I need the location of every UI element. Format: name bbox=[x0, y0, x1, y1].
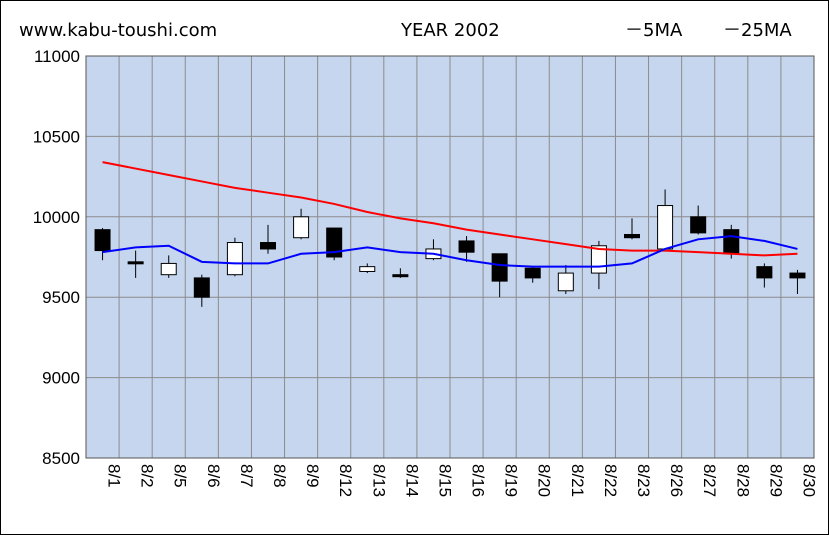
y-axis-ticks: 8500 9000 9500 10000 10500 11000 bbox=[33, 47, 80, 468]
candle-body-down bbox=[326, 227, 343, 258]
x-tick-label: 8/16 bbox=[469, 464, 488, 497]
y-tick-label: 9500 bbox=[42, 288, 80, 307]
candle-body-down bbox=[524, 267, 541, 279]
candle-body-down bbox=[690, 216, 707, 234]
x-tick-label: 8/19 bbox=[502, 464, 521, 497]
candle-body-down bbox=[94, 229, 111, 252]
x-tick-label: 8/1 bbox=[105, 464, 124, 488]
x-tick-label: 8/7 bbox=[237, 464, 256, 488]
candle-body-up bbox=[359, 266, 376, 272]
x-tick-label: 8/9 bbox=[303, 464, 322, 488]
x-tick-label: 8/23 bbox=[634, 464, 653, 497]
y-tick-label: 10000 bbox=[33, 208, 80, 227]
x-tick-label: 8/21 bbox=[568, 464, 587, 497]
x-tick-label: 8/12 bbox=[336, 464, 355, 497]
candle-body-down bbox=[392, 274, 409, 278]
candle-body-down bbox=[260, 242, 276, 250]
candle-body-down bbox=[458, 240, 475, 253]
candle-body-down bbox=[723, 229, 740, 255]
y-tick-label: 11000 bbox=[34, 47, 80, 66]
x-tick-label: 8/6 bbox=[204, 464, 223, 488]
candle-body-down bbox=[624, 233, 640, 239]
candle-body-down bbox=[491, 253, 508, 282]
candle-body-down bbox=[789, 272, 806, 279]
chart-title: YEAR 2002 bbox=[400, 20, 500, 41]
x-tick-label: 8/22 bbox=[601, 464, 620, 497]
legend-25ma: －25MA bbox=[723, 20, 792, 41]
legend-5ma: －5MA bbox=[625, 20, 683, 41]
candles bbox=[94, 189, 806, 307]
candle-body-up bbox=[293, 216, 310, 239]
candle-body-up bbox=[226, 242, 243, 276]
x-tick-label: 8/15 bbox=[435, 464, 454, 497]
x-tick-label: 8/27 bbox=[700, 464, 719, 497]
candle-body-up bbox=[657, 205, 674, 250]
ma25-line bbox=[102, 161, 798, 257]
ma5-line bbox=[102, 235, 798, 268]
x-tick-label: 8/13 bbox=[369, 464, 388, 497]
x-tick-label: 8/26 bbox=[667, 464, 686, 497]
y-tick-label: 9000 bbox=[42, 369, 80, 388]
x-axis-ticks: 8/1 8/2 8/5 8/6 8/7 8/8 8/9 8/12 8/13 8/14 8/15 8/1… bbox=[105, 464, 819, 497]
x-tick-label: 8/14 bbox=[402, 464, 421, 497]
y-tick-label: 10500 bbox=[33, 127, 80, 146]
candle-body-down bbox=[193, 277, 210, 298]
x-tick-label: 8/8 bbox=[270, 464, 289, 488]
x-tick-label: 8/28 bbox=[733, 464, 752, 497]
candle-body-up bbox=[557, 272, 574, 292]
candle-body-down bbox=[127, 261, 144, 265]
x-tick-label: 8/29 bbox=[766, 464, 785, 497]
x-tick-label: 8/5 bbox=[171, 464, 190, 488]
plot-border bbox=[85, 55, 815, 459]
x-tick-label: 8/30 bbox=[799, 464, 818, 497]
x-tick-label: 8/2 bbox=[138, 464, 157, 488]
y-tick-label: 8500 bbox=[42, 449, 80, 468]
x-tick-label: 8/20 bbox=[535, 464, 554, 497]
candle-body-up bbox=[160, 262, 177, 276]
site-title: www.kabu-toushi.com bbox=[19, 20, 217, 41]
candle-body-down bbox=[756, 266, 773, 279]
